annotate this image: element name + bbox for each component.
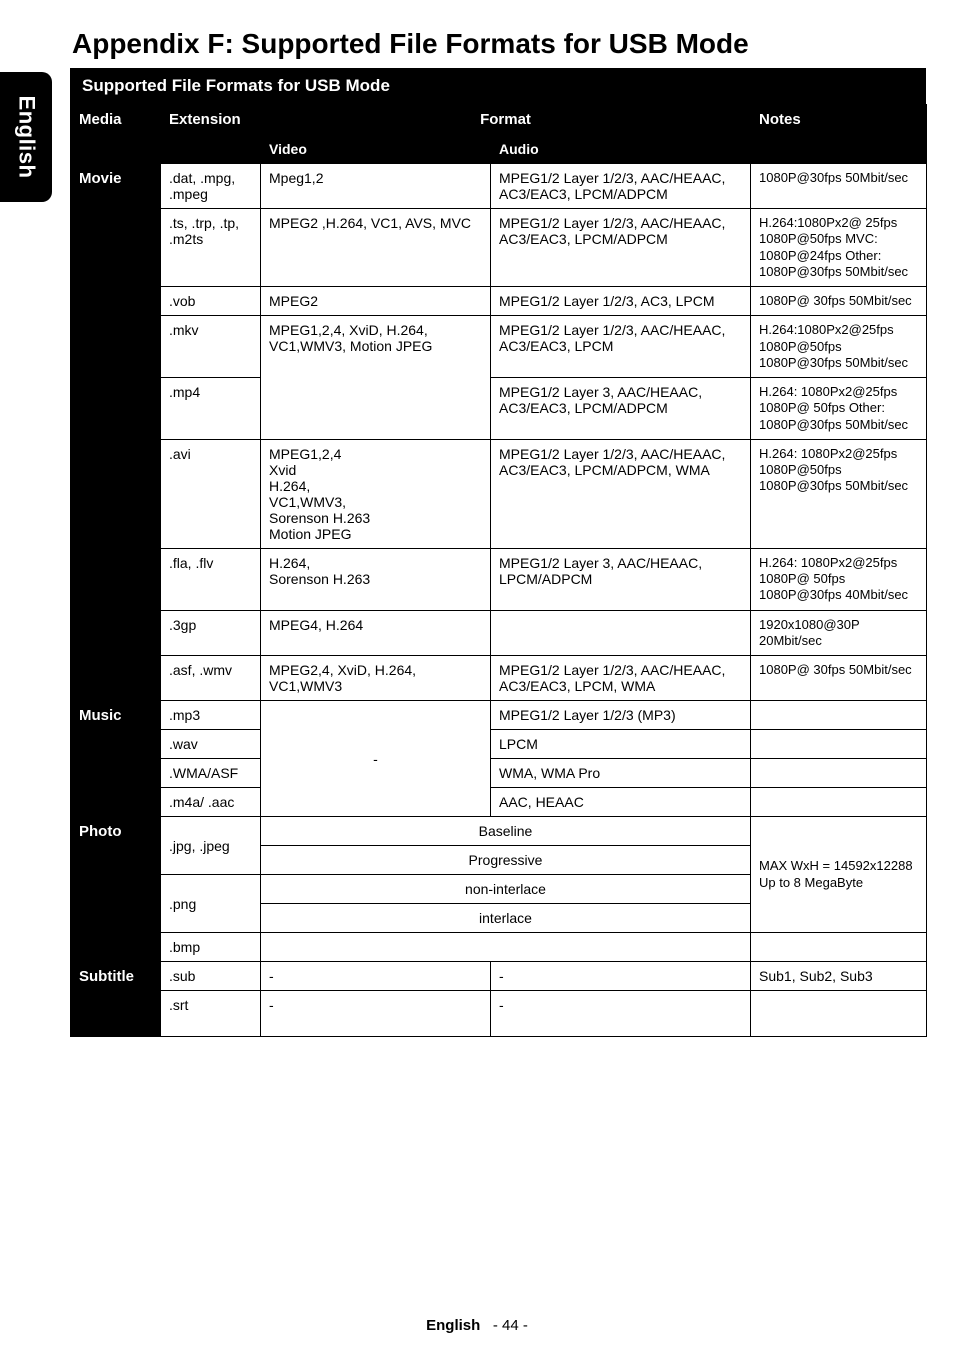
header-extension: Extension xyxy=(161,105,261,164)
movie-label: Movie xyxy=(71,164,161,701)
cell: .png xyxy=(161,875,261,933)
cell: 1080P@30fps 50Mbit/sec xyxy=(751,164,927,209)
cell xyxy=(751,788,927,817)
footer-lang: English xyxy=(426,1317,480,1334)
header-notes: Notes xyxy=(751,105,927,164)
cell: - xyxy=(261,962,491,991)
cell: Baseline xyxy=(261,817,751,846)
cell: .mp4 xyxy=(161,378,261,440)
cell: MPEG1/2 Layer 3, AAC/HEAAC, LPCM/ADPCM xyxy=(491,548,751,610)
cell: H.264, Sorenson H.263 xyxy=(261,548,491,610)
cell: 1080P@ 30fps 50Mbit/sec xyxy=(751,656,927,701)
header-audio: Audio xyxy=(491,135,751,164)
header-video: Video xyxy=(261,135,491,164)
cell: .mp3 xyxy=(161,701,261,730)
header-format: Format xyxy=(261,105,751,135)
cell: Progressive xyxy=(261,846,751,875)
cell: - xyxy=(261,701,491,817)
cell: H.264: 1080Px2@25fps 1080P@50fps 1080P@3… xyxy=(751,439,927,548)
cell: .vob xyxy=(161,287,261,316)
cell: 1920x1080@30P 20Mbit/sec xyxy=(751,610,927,656)
cell: .dat, .mpg, .mpeg xyxy=(161,164,261,209)
cell: .3gp xyxy=(161,610,261,656)
photo-blank-label xyxy=(71,933,161,962)
cell: MPEG1/2 Layer 1/2/3, AAC/HEAAC, AC3/EAC3… xyxy=(491,439,751,548)
cell xyxy=(261,933,751,962)
cell: MPEG1/2 Layer 1/2/3, AAC/HEAAC, AC3/EAC3… xyxy=(491,209,751,287)
cell: MPEG1,2,4, XviD, H.264, VC1,WMV3, Motion… xyxy=(261,316,491,440)
cell: H.264:1080Px2@ 25fps 1080P@50fps MVC: 10… xyxy=(751,209,927,287)
cell: MPEG1/2 Layer 1/2/3, AAC/HEAAC, AC3/EAC3… xyxy=(491,316,751,378)
cell xyxy=(751,730,927,759)
cell xyxy=(751,759,927,788)
header-media: Media xyxy=(71,105,161,164)
cell: .asf, .wmv xyxy=(161,656,261,701)
cell: Sub1, Sub2, Sub3 xyxy=(751,962,927,991)
cell: MPEG1,2,4 Xvid H.264, VC1,WMV3, Sorenson… xyxy=(261,439,491,548)
cell: MAX WxH = 14592x12288 Up to 8 MegaByte xyxy=(751,817,927,933)
cell: .m4a/ .aac xyxy=(161,788,261,817)
cell: Mpeg1,2 xyxy=(261,164,491,209)
cell: H.264:1080Px2@25fps 1080P@50fps 1080P@30… xyxy=(751,316,927,378)
cell: MPEG1/2 Layer 1/2/3 (MP3) xyxy=(491,701,751,730)
cell: .sub xyxy=(161,962,261,991)
cell: MPEG4, H.264 xyxy=(261,610,491,656)
cell: - xyxy=(261,991,491,1037)
cell: non-interlace xyxy=(261,875,751,904)
footer-page: - 44 - xyxy=(493,1317,528,1334)
language-side-tab: English xyxy=(0,72,52,202)
cell: WMA, WMA Pro xyxy=(491,759,751,788)
cell: MPEG2,4, XviD, H.264, VC1,WMV3 xyxy=(261,656,491,701)
cell: - xyxy=(491,991,751,1037)
cell: .bmp xyxy=(161,933,261,962)
cell: - xyxy=(491,962,751,991)
cell xyxy=(491,610,751,656)
cell: interlace xyxy=(261,904,751,933)
formats-table: Media Extension Format Notes Video Audio… xyxy=(70,104,927,1037)
page-footer: English - 44 - xyxy=(0,1317,954,1334)
subtitle-label: Subtitle xyxy=(71,962,161,1037)
cell: MPEG2 xyxy=(261,287,491,316)
cell: MPEG1/2 Layer 1/2/3, AC3, LPCM xyxy=(491,287,751,316)
cell: H.264: 1080Px2@25fps 1080P@ 50fps 1080P@… xyxy=(751,548,927,610)
cell: .fla, .flv xyxy=(161,548,261,610)
cell: .ts, .trp, .tp, .m2ts xyxy=(161,209,261,287)
cell xyxy=(751,701,927,730)
section-heading: Supported File Formats for USB Mode xyxy=(70,68,926,104)
cell: .WMA/ASF xyxy=(161,759,261,788)
cell: .avi xyxy=(161,439,261,548)
cell: MPEG1/2 Layer 3, AAC/HEAAC, AC3/EAC3, LP… xyxy=(491,378,751,440)
cell: AAC, HEAAC xyxy=(491,788,751,817)
cell: MPEG1/2 Layer 1/2/3, AAC/HEAAC, AC3/EAC3… xyxy=(491,164,751,209)
cell: .wav xyxy=(161,730,261,759)
cell: .srt xyxy=(161,991,261,1037)
cell: .jpg, .jpeg xyxy=(161,817,261,875)
cell: .mkv xyxy=(161,316,261,378)
side-tab-label: English xyxy=(13,96,39,179)
cell: MPEG2 ,H.264, VC1, AVS, MVC xyxy=(261,209,491,287)
cell: MPEG1/2 Layer 1/2/3, AAC/HEAAC, AC3/EAC3… xyxy=(491,656,751,701)
page-title: Appendix F: Supported File Formats for U… xyxy=(70,28,926,60)
music-label: Music xyxy=(71,701,161,817)
cell xyxy=(751,933,927,962)
cell xyxy=(751,991,927,1037)
cell: H.264: 1080Px2@25fps 1080P@ 50fps Other:… xyxy=(751,378,927,440)
photo-label: Photo xyxy=(71,817,161,933)
cell: LPCM xyxy=(491,730,751,759)
cell: 1080P@ 30fps 50Mbit/sec xyxy=(751,287,927,316)
